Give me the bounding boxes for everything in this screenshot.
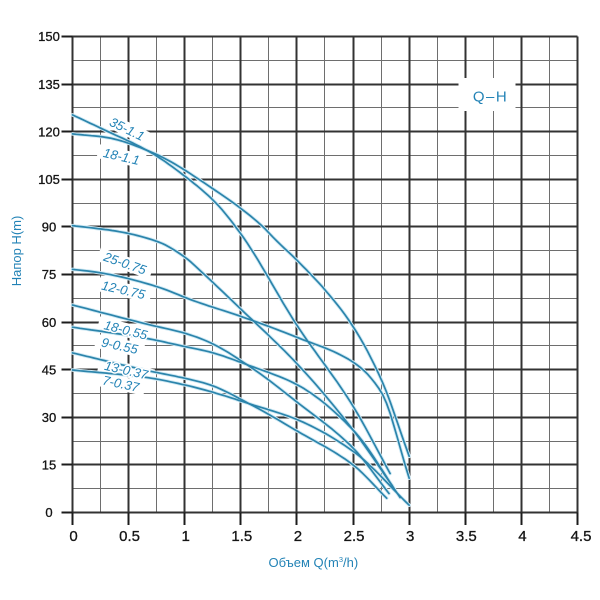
svg-text:2: 2: [294, 528, 302, 545]
svg-text:3: 3: [406, 528, 414, 545]
svg-text:60: 60: [42, 315, 56, 330]
svg-text:0: 0: [69, 528, 77, 545]
svg-text:0: 0: [45, 505, 52, 520]
svg-text:Объем Q(m3/h): Объем Q(m3/h): [269, 555, 359, 570]
svg-text:105: 105: [38, 172, 60, 187]
svg-text:3.5: 3.5: [456, 528, 477, 545]
svg-text:150: 150: [38, 29, 60, 44]
svg-text:4: 4: [518, 528, 526, 545]
svg-text:45: 45: [42, 362, 56, 377]
svg-text:2.5: 2.5: [344, 528, 365, 545]
svg-text:1.5: 1.5: [231, 528, 252, 545]
svg-text:0.5: 0.5: [119, 528, 140, 545]
svg-text:Q–H: Q–H: [473, 89, 508, 106]
svg-text:120: 120: [38, 124, 60, 139]
svg-text:30: 30: [42, 410, 56, 425]
svg-text:135: 135: [38, 77, 60, 92]
svg-text:Напор H(m): Напор H(m): [9, 216, 24, 287]
svg-text:75: 75: [42, 267, 56, 282]
svg-text:15: 15: [42, 458, 56, 473]
svg-text:1: 1: [182, 528, 190, 545]
svg-text:4.5: 4.5: [571, 528, 592, 545]
svg-text:90: 90: [42, 220, 56, 235]
